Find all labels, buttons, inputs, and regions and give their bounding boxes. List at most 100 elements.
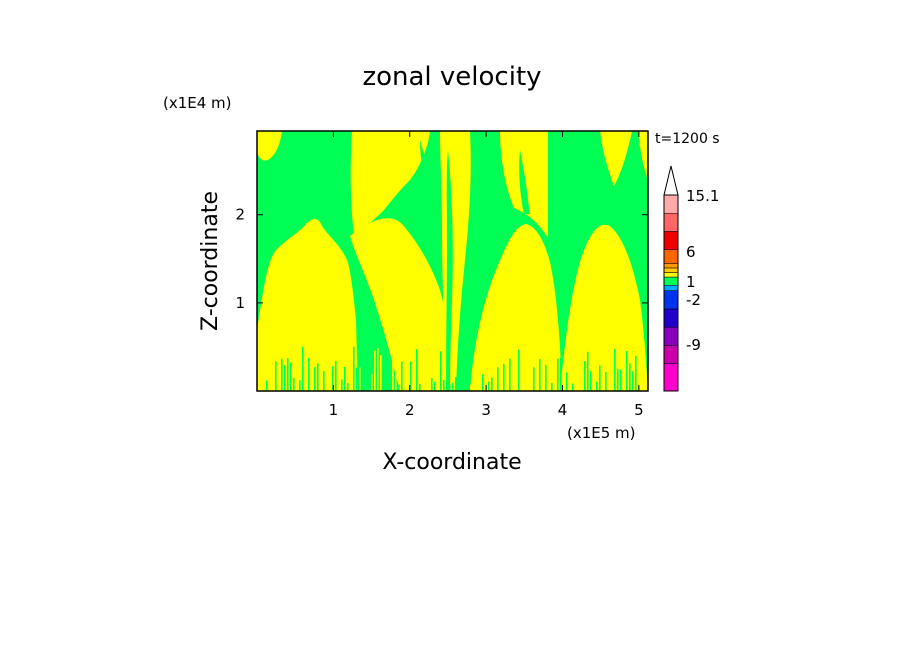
- turbulence-streak: [590, 371, 592, 391]
- turbulence-streak: [515, 366, 517, 391]
- turbulence-streak: [347, 383, 349, 391]
- yellow-region-top-left: [257, 131, 282, 161]
- turbulence-streak: [302, 346, 304, 391]
- near-ground-turbulence: [263, 346, 643, 391]
- colorbar: [663, 165, 679, 392]
- turbulence-streak: [284, 365, 286, 391]
- turbulence-streak: [389, 376, 391, 391]
- colorbar-swatch: [663, 326, 679, 346]
- turbulence-streak: [422, 356, 424, 391]
- colorbar-swatch: [663, 308, 679, 328]
- turbulence-streak: [503, 363, 505, 391]
- colorbar-swatch: [663, 290, 679, 310]
- turbulence-streak: [617, 368, 619, 391]
- turbulence-streak: [521, 365, 523, 391]
- turbulence-streak: [440, 351, 442, 391]
- colorbar-swatch: [663, 263, 679, 269]
- turbulence-streak: [629, 363, 631, 391]
- turbulence-streak: [287, 358, 289, 391]
- turbulence-streak: [377, 347, 379, 391]
- chart-title: zonal velocity: [362, 62, 541, 92]
- turbulence-streak: [524, 353, 526, 391]
- turbulence-streak: [461, 378, 463, 391]
- turbulence-streak: [344, 366, 346, 391]
- colorbar-swatch: [663, 276, 679, 286]
- turbulence-streak: [545, 364, 547, 391]
- turbulence-streak: [275, 361, 277, 391]
- y-tick-label: 1: [235, 294, 245, 312]
- turbulence-streak: [293, 377, 295, 391]
- green-streak-center: [446, 150, 453, 391]
- turbulence-streak: [473, 366, 475, 391]
- x-axis-title: X-coordinate: [382, 450, 521, 475]
- colorbar-swatch: [663, 267, 679, 273]
- turbulence-streak: [479, 356, 481, 391]
- turbulence-streak: [635, 355, 637, 391]
- turbulence-streak: [398, 384, 400, 391]
- turbulence-streak: [443, 380, 445, 391]
- turbulence-streak: [506, 380, 508, 391]
- turbulence-streak: [581, 372, 583, 391]
- colorbar-label-max: 15.1: [686, 187, 719, 205]
- turbulence-streak: [326, 381, 328, 391]
- turbulence-streak: [539, 358, 541, 391]
- turbulence-streak: [542, 354, 544, 391]
- turbulence-streak: [551, 382, 553, 391]
- turbulence-streak: [620, 369, 622, 391]
- turbulence-streak: [509, 358, 511, 391]
- turbulence-streak: [431, 378, 433, 391]
- turbulence-streak: [314, 367, 316, 391]
- turbulence-streak: [632, 371, 634, 391]
- turbulence-streak: [470, 384, 472, 391]
- turbulence-streak: [605, 371, 607, 391]
- turbulence-streak: [449, 384, 451, 391]
- yellow-region-top-center: [350, 131, 430, 236]
- turbulence-streak: [533, 367, 535, 391]
- x-axis: 1 2 3 4 5: [329, 131, 644, 419]
- contour-field: [257, 131, 648, 391]
- turbulence-streak: [569, 346, 571, 391]
- colorbar-swatch: [663, 249, 679, 264]
- turbulence-streak: [359, 367, 361, 391]
- turbulence-streak: [452, 382, 454, 391]
- turbulence-streak: [614, 348, 616, 391]
- turbulence-streak: [410, 361, 412, 391]
- turbulence-streak: [578, 375, 580, 391]
- colorbar-swatch: [663, 345, 679, 364]
- turbulence-streak: [371, 374, 373, 391]
- turbulence-streak: [536, 346, 538, 391]
- turbulence-streak: [638, 375, 640, 391]
- turbulence-streak: [353, 346, 355, 391]
- turbulence-streak: [467, 380, 469, 391]
- turbulence-streak: [491, 377, 493, 391]
- colorbar-swatch: [663, 231, 679, 250]
- green-streak-left-center: [420, 140, 432, 200]
- x-tick-label: 4: [558, 401, 568, 419]
- turbulence-streak: [383, 362, 385, 391]
- yellow-region-left: [257, 219, 358, 391]
- colorbar-swatch: [663, 272, 679, 278]
- turbulence-streak: [425, 358, 427, 391]
- colorbar-label-6: 6: [686, 243, 696, 261]
- turbulence-streak: [278, 373, 280, 391]
- turbulence-streak: [548, 349, 550, 391]
- turbulence-streak: [332, 366, 334, 391]
- turbulence-streak: [416, 349, 418, 391]
- turbulence-streak: [530, 359, 532, 391]
- turbulence-streak: [464, 380, 466, 391]
- turbulence-streak: [563, 376, 565, 391]
- turbulence-streak: [374, 350, 376, 391]
- turbulence-streak: [488, 381, 490, 391]
- turbulence-streak: [269, 367, 271, 391]
- turbulence-streak: [386, 372, 388, 391]
- turbulence-streak: [281, 358, 283, 391]
- turbulence-streak: [392, 357, 394, 391]
- turbulence-streak: [566, 372, 568, 391]
- turbulence-streak: [584, 361, 586, 391]
- colorbar-swatch: [663, 212, 679, 232]
- colorbar-label-neg2: -2: [686, 291, 701, 309]
- turbulence-streak: [428, 375, 430, 391]
- y-tick-label: 2: [235, 206, 245, 224]
- yellow-region-mid: [350, 218, 456, 391]
- turbulence-streak: [413, 379, 415, 391]
